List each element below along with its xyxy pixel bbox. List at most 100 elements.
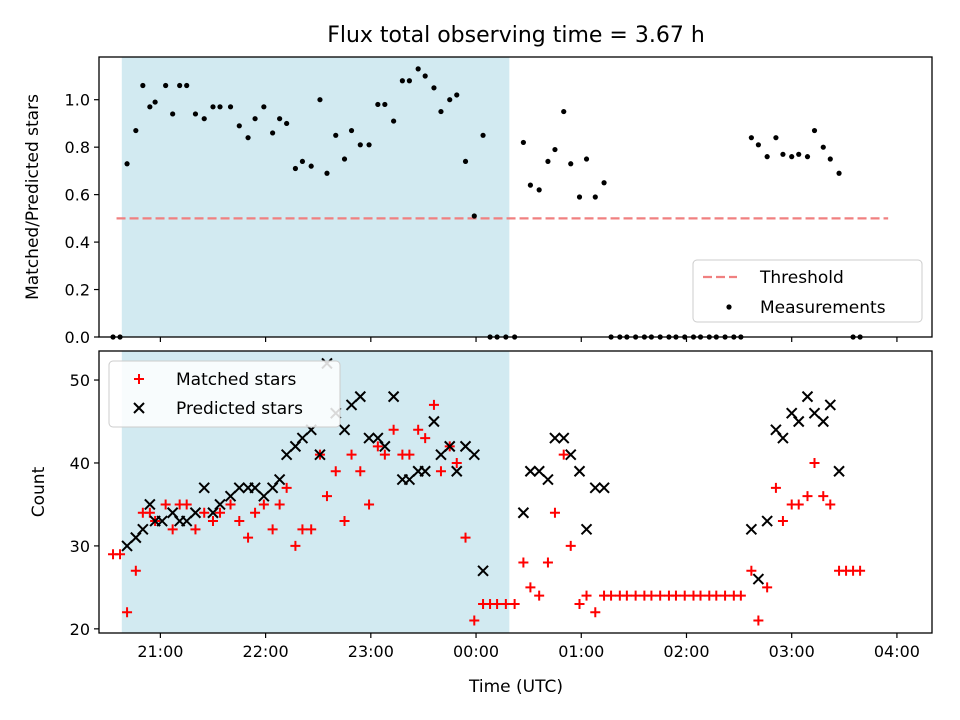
data-point: [406, 78, 413, 84]
data-point: [444, 440, 456, 453]
data-point: [364, 499, 375, 510]
data-point: [581, 590, 592, 601]
data-point: [509, 598, 520, 609]
data-point: [764, 154, 770, 160]
data-point: [811, 127, 818, 134]
y-tick-label: 40: [70, 454, 90, 473]
data-point: [454, 92, 460, 98]
y-tick-label: 0.4: [65, 233, 90, 252]
axes-frame: [98, 56, 933, 338]
data-point: [199, 507, 210, 518]
data-point: [517, 507, 530, 519]
data-point: [621, 590, 632, 601]
data-point: [324, 170, 330, 176]
data-point: [156, 515, 168, 527]
legend: Matched stars Predicted stars: [108, 360, 341, 428]
data-point: [477, 565, 489, 577]
data-point: [438, 108, 444, 115]
data-point: [428, 415, 440, 428]
data-point: [435, 448, 447, 461]
data-point: [802, 491, 813, 502]
data-point: [243, 532, 254, 543]
x-tick-label: 22:00: [243, 642, 289, 661]
data-point: [549, 507, 560, 518]
data-point: [130, 565, 141, 576]
data-point: [267, 524, 278, 535]
data-point: [583, 156, 590, 162]
data-point: [236, 123, 242, 129]
data-point: [345, 399, 358, 411]
data-point: [122, 607, 133, 618]
data-point: [280, 448, 293, 461]
data-point: [388, 424, 399, 435]
data-point: [170, 111, 176, 117]
legend-box: [692, 259, 923, 323]
legend-matched-swatch: [134, 374, 144, 384]
data-point: [720, 590, 731, 601]
data-point: [297, 524, 308, 535]
data-point: [480, 132, 486, 138]
data-point: [809, 457, 820, 468]
data-point: [420, 433, 431, 444]
legend-label: Measurements: [760, 298, 886, 318]
y-axis-label: Count: [29, 466, 49, 517]
data-point: [451, 457, 462, 468]
data-point: [589, 482, 602, 494]
data-point: [598, 482, 610, 494]
data-point: [536, 187, 542, 193]
data-point: [827, 156, 833, 162]
data-point: [317, 97, 323, 103]
data-point: [314, 448, 326, 461]
data-point: [462, 158, 469, 165]
data-point: [391, 118, 397, 124]
data-point: [387, 390, 400, 403]
data-point: [284, 120, 290, 127]
data-point: [746, 565, 757, 576]
data-point: [133, 127, 139, 134]
data-point: [820, 144, 826, 150]
data-point: [167, 524, 178, 535]
data-point: [534, 590, 545, 601]
data-point: [542, 557, 553, 568]
data-point: [762, 582, 773, 593]
data-point: [363, 432, 375, 444]
data-point: [558, 449, 569, 460]
data-point: [210, 104, 216, 110]
data-point: [281, 482, 292, 493]
data-point: [568, 161, 574, 167]
legend-measurement-swatch: [726, 304, 732, 310]
data-point: [292, 165, 299, 172]
data-point: [184, 82, 190, 89]
data-point: [824, 399, 836, 411]
data-point: [573, 465, 586, 477]
data-point: [592, 194, 598, 200]
data-point: [252, 116, 258, 122]
data-point: [606, 590, 617, 601]
ratio-panel: 0.0 0.2 0.4 0.6 0.8 1.0 Matched/Predicted star…: [23, 56, 933, 347]
legend-box: [108, 360, 341, 428]
data-point: [189, 507, 202, 519]
data-point: [601, 180, 607, 186]
data-point: [180, 515, 193, 527]
data-point: [137, 523, 149, 536]
data-point: [346, 449, 357, 460]
data-point: [181, 499, 192, 510]
data-point: [341, 156, 348, 162]
x-tick-label: 03:00: [769, 642, 815, 661]
data-point: [748, 135, 754, 141]
data-point: [144, 507, 155, 518]
data-point: [415, 66, 421, 72]
data-point: [804, 154, 811, 160]
data-point: [163, 82, 169, 89]
data-point: [542, 473, 554, 486]
data-point: [274, 499, 285, 510]
data-point: [825, 499, 836, 510]
count-panel: 20 30 40 50 Count 21:00 22:00 23:00 00:00 01:00 02…: [29, 350, 933, 661]
data-point: [215, 507, 226, 518]
data-point: [525, 582, 536, 593]
data-point: [646, 590, 657, 601]
data-point: [561, 108, 567, 115]
data-point: [217, 104, 223, 110]
data-point: [565, 540, 576, 551]
data-point: [357, 142, 363, 148]
